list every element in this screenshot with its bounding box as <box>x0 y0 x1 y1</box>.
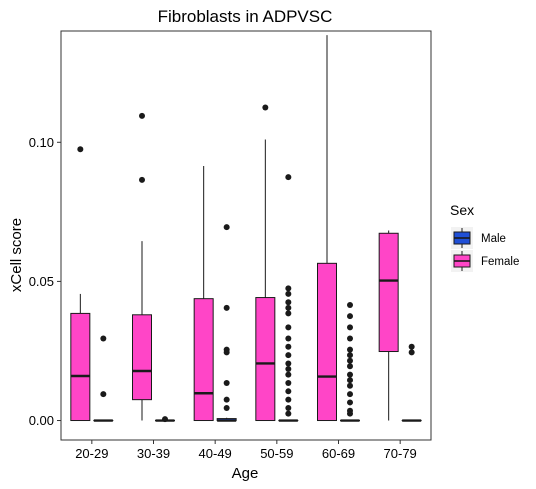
boxes-layer <box>70 35 422 423</box>
legend-entry-male: Male <box>451 227 506 249</box>
outlier-point <box>285 371 292 378</box>
box-male-60-69 <box>340 302 360 422</box>
x-tick-label: 70-79 <box>384 446 417 461</box>
outlier-point <box>347 352 353 359</box>
outlier-point <box>347 399 353 406</box>
y-axis-title: xCell score <box>8 218 25 292</box>
x-tick-label: 40-49 <box>199 446 232 461</box>
box-body <box>70 312 91 422</box>
plot-panel <box>60 30 432 441</box>
box-female-30-39 <box>132 112 152 421</box>
box-male-50-59 <box>278 174 299 422</box>
x-axis: 20-29 30-39 40-49 50-59 60-69 70-79 <box>75 440 417 461</box>
outlier-point <box>347 335 353 342</box>
x-tick-label: 50-59 <box>260 446 293 461</box>
box-male-40-49 <box>216 224 237 422</box>
outlier-point <box>285 285 292 292</box>
outlier-point <box>262 104 269 111</box>
legend-entry-female: Female <box>451 250 519 272</box>
outlier-point <box>285 304 292 311</box>
x-tick-label: 30-39 <box>137 446 170 461</box>
outlier-point <box>139 176 145 183</box>
outlier-point <box>162 416 168 423</box>
box-female-20-29 <box>70 146 91 422</box>
outlier-point <box>223 304 230 311</box>
box-male-70-79 <box>401 343 422 422</box>
outlier-point <box>285 410 292 417</box>
outlier-point <box>347 302 353 309</box>
legend: Sex Male Female <box>450 202 519 272</box>
outlier-point <box>285 299 292 306</box>
box-body <box>193 298 214 422</box>
outlier-point <box>347 371 353 378</box>
outlier-point <box>285 310 292 317</box>
box-body <box>255 297 276 422</box>
outlier-point <box>223 405 230 412</box>
outlier-point <box>285 324 292 331</box>
outlier-point <box>139 112 145 119</box>
outlier-point <box>285 405 292 412</box>
outlier-point <box>408 343 415 350</box>
outlier-point <box>285 388 292 395</box>
box-male-30-39 <box>155 416 175 423</box>
y-tick-label: 0.10 <box>29 135 54 150</box>
outlier-point <box>347 324 353 331</box>
y-tick-label: 0.00 <box>29 413 54 428</box>
legend-title: Sex <box>450 202 474 218</box>
outlier-point <box>100 391 107 398</box>
outlier-point <box>347 357 353 364</box>
box-female-40-49 <box>193 165 214 422</box>
outlier-point <box>223 379 230 386</box>
x-tick-label: 20-29 <box>75 446 108 461</box>
outlier-point <box>223 349 230 356</box>
x-axis-title: Age <box>232 465 259 482</box>
outlier-point <box>285 352 292 359</box>
box-female-70-79 <box>378 230 399 421</box>
outlier-point <box>347 377 353 384</box>
x-tick-label: 60-69 <box>322 446 355 461</box>
outlier-point <box>285 290 292 297</box>
chart-title: Fibroblasts in ADPVSC <box>158 7 333 26</box>
outlier-point <box>77 146 84 153</box>
box-male-20-29 <box>93 335 114 422</box>
outlier-point <box>223 224 230 231</box>
y-tick-label: 0.05 <box>29 274 54 289</box>
outlier-point <box>347 382 353 389</box>
outlier-point <box>347 346 353 353</box>
box-body <box>317 262 337 422</box>
outlier-point <box>285 335 292 342</box>
outlier-point <box>285 379 292 386</box>
outlier-point <box>285 360 292 367</box>
outlier-point <box>347 391 353 398</box>
outlier-point <box>285 396 292 403</box>
outlier-point <box>408 349 415 356</box>
box-body <box>132 314 152 401</box>
outlier-point <box>100 335 107 342</box>
outlier-point <box>285 343 292 350</box>
legend-entries: Male Female <box>451 227 519 272</box>
box-female-50-59 <box>255 104 276 422</box>
legend-label: Male <box>481 233 506 245</box>
outlier-point <box>347 363 353 370</box>
legend-label: Female <box>481 256 519 268</box>
outlier-point <box>347 313 353 320</box>
box-female-60-69 <box>317 35 337 422</box>
outlier-point <box>223 396 230 403</box>
box-body <box>378 232 399 353</box>
outlier-point <box>285 366 292 373</box>
y-axis: 0.00 0.05 0.10 <box>29 135 61 428</box>
outlier-point <box>285 174 292 181</box>
outlier-point <box>347 410 353 417</box>
